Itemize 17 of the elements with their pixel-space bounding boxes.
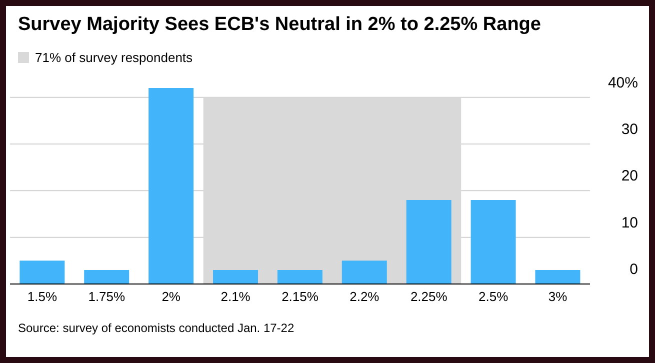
legend-label: 71% of survey respondents	[34, 50, 193, 65]
x-tick-label: 2.5%	[478, 289, 509, 304]
x-tick-label: 2%	[162, 289, 181, 304]
chart-title: Survey Majority Sees ECB's Neutral in 2% to 2.25% Range	[18, 14, 541, 36]
source-note: Source: survey of economists conducted Jan. 17-22	[18, 321, 294, 335]
y-tick-label: 20	[621, 168, 638, 185]
y-tick-label: 30	[621, 121, 638, 138]
x-tick-label: 3%	[548, 289, 568, 304]
x-tick-label: 2.2%	[350, 289, 380, 304]
x-tick-label: 1.75%	[88, 289, 126, 304]
y-tick-label: 40%	[608, 74, 638, 92]
y-tick-label: 10	[621, 214, 638, 232]
x-tick-label: 2.25%	[410, 289, 448, 304]
x-tick-label: 2.15%	[282, 289, 319, 304]
x-tick-label: 2.1%	[220, 289, 251, 304]
x-tick-label: 1.5%	[27, 289, 58, 304]
y-tick-label: 0	[630, 261, 638, 278]
